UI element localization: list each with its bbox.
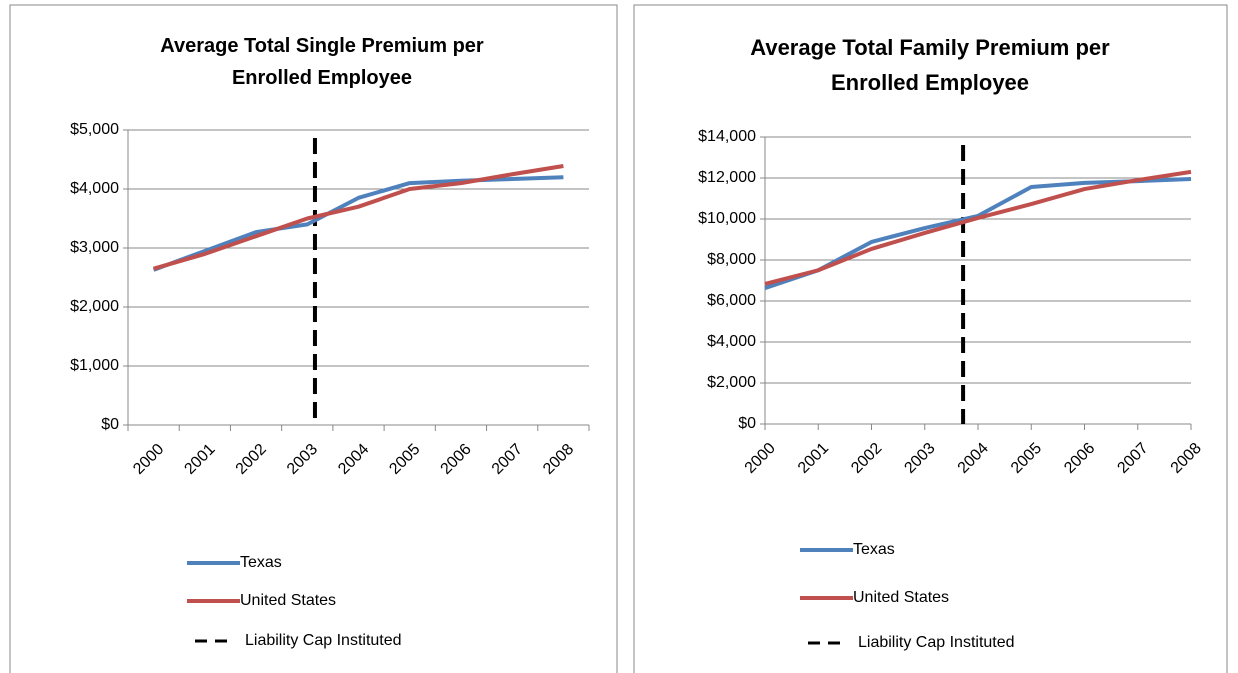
y-tick-label: $0 bbox=[738, 415, 756, 432]
x-tick-label: 2000 bbox=[742, 440, 779, 477]
legend-label: United States bbox=[240, 592, 336, 609]
x-tick-label: 2003 bbox=[284, 441, 321, 478]
y-tick-label: $5,000 bbox=[70, 121, 119, 138]
x-tick-label: 2008 bbox=[1168, 440, 1205, 477]
x-tick-label: 2005 bbox=[386, 441, 423, 478]
chart-title: Average Total Family Premium per Enrolle… bbox=[750, 35, 1110, 96]
x-tick-label: 2001 bbox=[181, 441, 218, 478]
y-tick-label: $0 bbox=[101, 416, 119, 433]
panel-frame bbox=[9, 4, 618, 673]
chart-title: Average Total Single Premium per Enrolle… bbox=[160, 35, 484, 89]
series-line bbox=[764, 177, 1192, 290]
series-line bbox=[152, 175, 564, 272]
y-tick-label: $2,000 bbox=[707, 374, 756, 391]
y-tick-label: $10,000 bbox=[698, 210, 756, 227]
x-tick-label: 2002 bbox=[233, 441, 270, 478]
x-tick-label: 2008 bbox=[540, 441, 577, 478]
series-line bbox=[153, 164, 564, 271]
x-tick-label: 2004 bbox=[955, 440, 992, 477]
legend-label: Liability Cap Instituted bbox=[245, 632, 402, 649]
y-tick-label: $4,000 bbox=[707, 333, 756, 350]
x-tick-label: 2006 bbox=[438, 441, 475, 478]
y-tick-label: $12,000 bbox=[698, 169, 756, 186]
y-tick-label: $14,000 bbox=[698, 128, 756, 145]
y-tick-label: $8,000 bbox=[707, 251, 756, 268]
x-tick-label: 2004 bbox=[335, 441, 372, 478]
y-tick-label: $6,000 bbox=[707, 292, 756, 309]
legend-label: Liability Cap Instituted bbox=[858, 634, 1015, 651]
series-line bbox=[764, 169, 1192, 286]
legend-label: United States bbox=[853, 589, 949, 606]
x-tick-label: 2006 bbox=[1061, 440, 1098, 477]
x-tick-label: 2007 bbox=[1114, 440, 1151, 477]
legend-label: Texas bbox=[853, 541, 895, 558]
y-tick-label: $1,000 bbox=[70, 357, 119, 374]
y-tick-label: $3,000 bbox=[70, 239, 119, 256]
y-tick-label: $2,000 bbox=[70, 298, 119, 315]
x-tick-label: 2003 bbox=[901, 440, 938, 477]
x-tick-label: 2002 bbox=[848, 440, 885, 477]
x-tick-label: 2001 bbox=[795, 440, 832, 477]
x-tick-label: 2000 bbox=[130, 441, 167, 478]
x-tick-label: 2007 bbox=[489, 441, 526, 478]
legend-label: Texas bbox=[240, 554, 282, 571]
x-tick-label: 2005 bbox=[1008, 440, 1045, 477]
panel-frame bbox=[633, 4, 1228, 673]
y-tick-label: $4,000 bbox=[70, 180, 119, 197]
